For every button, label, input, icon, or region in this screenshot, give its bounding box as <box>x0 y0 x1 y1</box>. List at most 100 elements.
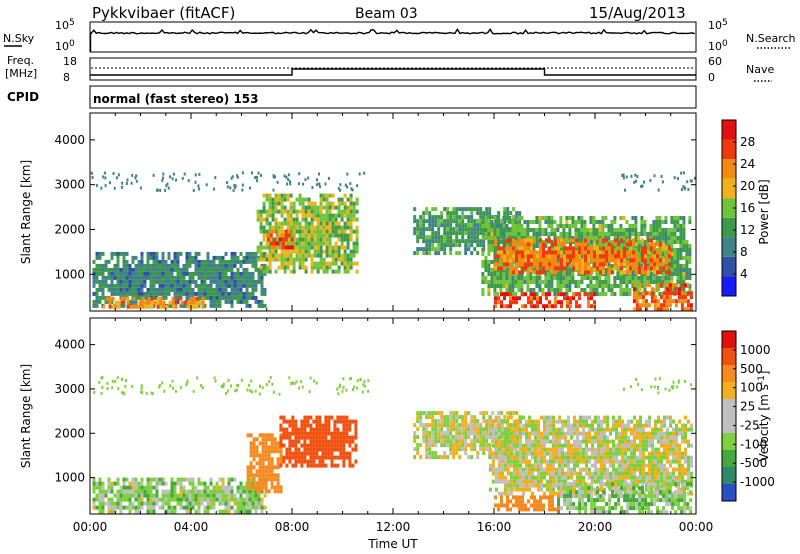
velocity-cell <box>537 471 540 476</box>
velocity-cell <box>137 505 141 510</box>
velocity-cell <box>425 451 429 456</box>
power-cell <box>602 254 605 259</box>
power-cell <box>343 257 347 262</box>
power-cell <box>165 184 168 188</box>
velocity-cell <box>315 443 319 448</box>
power-cell <box>518 211 522 216</box>
velocity-cell <box>345 427 349 432</box>
power-cell <box>565 224 569 228</box>
power-cell <box>319 257 323 262</box>
velocity-cell <box>419 423 423 428</box>
power-cell <box>337 269 341 274</box>
power-cell <box>628 280 632 284</box>
power-cell <box>251 171 253 175</box>
power-cell <box>652 280 656 284</box>
power-cell <box>598 280 602 284</box>
velocity-cell <box>413 435 417 440</box>
velocity-cell <box>455 415 459 420</box>
power-cell <box>614 250 617 255</box>
power-cell <box>269 241 273 246</box>
power-cell <box>563 238 566 243</box>
power-cell <box>304 225 308 230</box>
power-cell <box>548 266 551 271</box>
power-cell <box>349 201 353 206</box>
velocity-cell <box>458 415 462 420</box>
power-cell <box>343 261 347 266</box>
power-cell <box>274 201 278 206</box>
velocity-cell <box>345 419 349 424</box>
velocity-cell <box>194 509 198 514</box>
velocity-cell <box>98 481 102 486</box>
power-cell <box>298 249 302 254</box>
power-cell <box>179 275 183 280</box>
power-cell <box>658 256 662 260</box>
power-cell <box>265 217 269 222</box>
power-cell <box>416 231 420 236</box>
power-cell <box>271 253 275 258</box>
power-cell <box>310 225 314 230</box>
velocity-cell <box>522 427 525 432</box>
velocity-cell <box>285 447 289 452</box>
velocity-cell <box>345 431 349 436</box>
power-cell <box>283 205 287 210</box>
velocity-cell <box>446 443 450 448</box>
velocity-cell <box>122 505 126 510</box>
power-cell <box>352 213 356 218</box>
velocity-cell <box>479 431 483 436</box>
velocity-cell <box>327 415 331 420</box>
velocity-cell <box>440 419 444 424</box>
velocity-cell <box>264 481 268 486</box>
power-cell <box>307 205 311 210</box>
power-cell <box>325 205 329 210</box>
velocity-cell <box>227 489 231 494</box>
velocity-cell <box>200 481 204 486</box>
velocity-cell <box>252 477 256 482</box>
power-cell <box>533 270 536 275</box>
power-cell <box>274 245 278 250</box>
power-cell <box>517 288 521 292</box>
velocity-cell <box>491 419 495 424</box>
velocity-cell <box>434 411 438 416</box>
power-cell <box>304 213 308 218</box>
power-cell <box>316 261 320 266</box>
power-cell <box>461 211 465 216</box>
velocity-cell <box>434 439 438 444</box>
velocity-cell <box>212 505 216 510</box>
velocity-cell <box>315 435 319 440</box>
power-cell <box>580 288 584 292</box>
power-cell <box>245 267 249 272</box>
power-cell <box>215 299 219 304</box>
power-cell <box>274 229 278 234</box>
velocity-cell <box>249 485 253 490</box>
power-cell <box>622 292 626 296</box>
power-cell <box>668 295 672 300</box>
power-cell <box>511 288 515 292</box>
velocity-cell <box>437 427 441 432</box>
nsearch-label: N.Search <box>746 32 796 45</box>
velocity-cell <box>513 419 516 424</box>
power-cell <box>443 231 447 236</box>
power-cell <box>143 279 147 284</box>
power-cell <box>505 280 509 284</box>
velocity-cell <box>330 443 334 448</box>
power-cell <box>688 268 692 272</box>
power-cell <box>122 287 126 292</box>
velocity-cell <box>455 427 459 432</box>
power-cell <box>167 271 171 276</box>
power-cell <box>173 263 177 268</box>
power-cell <box>607 228 611 232</box>
power-cell <box>319 253 323 258</box>
velocity-cell <box>503 491 507 496</box>
power-cell <box>536 304 539 309</box>
power-cell <box>490 260 494 264</box>
power-cell <box>595 276 599 280</box>
power-cell <box>218 299 222 304</box>
power-cell <box>617 246 620 251</box>
velocity-cell <box>413 431 417 436</box>
power-cell <box>638 295 642 300</box>
power-cell <box>647 238 650 243</box>
power-cell <box>496 216 500 220</box>
power-cell <box>170 271 174 276</box>
power-cell <box>170 267 174 272</box>
date-title: 15/Aug/2013 <box>589 4 686 22</box>
